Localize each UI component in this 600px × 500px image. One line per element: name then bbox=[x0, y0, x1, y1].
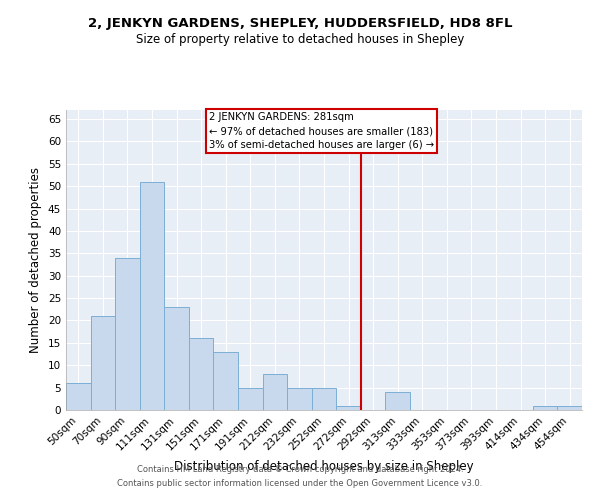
Bar bbox=[533, 406, 557, 410]
Bar bbox=[238, 388, 263, 410]
Text: 2, JENKYN GARDENS, SHEPLEY, HUDDERSFIELD, HD8 8FL: 2, JENKYN GARDENS, SHEPLEY, HUDDERSFIELD… bbox=[88, 18, 512, 30]
Bar bbox=[91, 316, 115, 410]
Bar bbox=[312, 388, 336, 410]
Bar bbox=[214, 352, 238, 410]
Bar bbox=[66, 383, 91, 410]
Y-axis label: Number of detached properties: Number of detached properties bbox=[29, 167, 43, 353]
Bar bbox=[164, 307, 189, 410]
X-axis label: Distribution of detached houses by size in Shepley: Distribution of detached houses by size … bbox=[174, 460, 474, 473]
Bar bbox=[336, 406, 361, 410]
Bar bbox=[287, 388, 312, 410]
Text: 2 JENKYN GARDENS: 281sqm
← 97% of detached houses are smaller (183)
3% of semi-d: 2 JENKYN GARDENS: 281sqm ← 97% of detach… bbox=[209, 112, 434, 150]
Bar bbox=[140, 182, 164, 410]
Bar bbox=[189, 338, 214, 410]
Bar bbox=[557, 406, 582, 410]
Bar bbox=[385, 392, 410, 410]
Bar bbox=[115, 258, 140, 410]
Text: Size of property relative to detached houses in Shepley: Size of property relative to detached ho… bbox=[136, 32, 464, 46]
Bar bbox=[263, 374, 287, 410]
Text: Contains HM Land Registry data © Crown copyright and database right 2024.
Contai: Contains HM Land Registry data © Crown c… bbox=[118, 466, 482, 487]
